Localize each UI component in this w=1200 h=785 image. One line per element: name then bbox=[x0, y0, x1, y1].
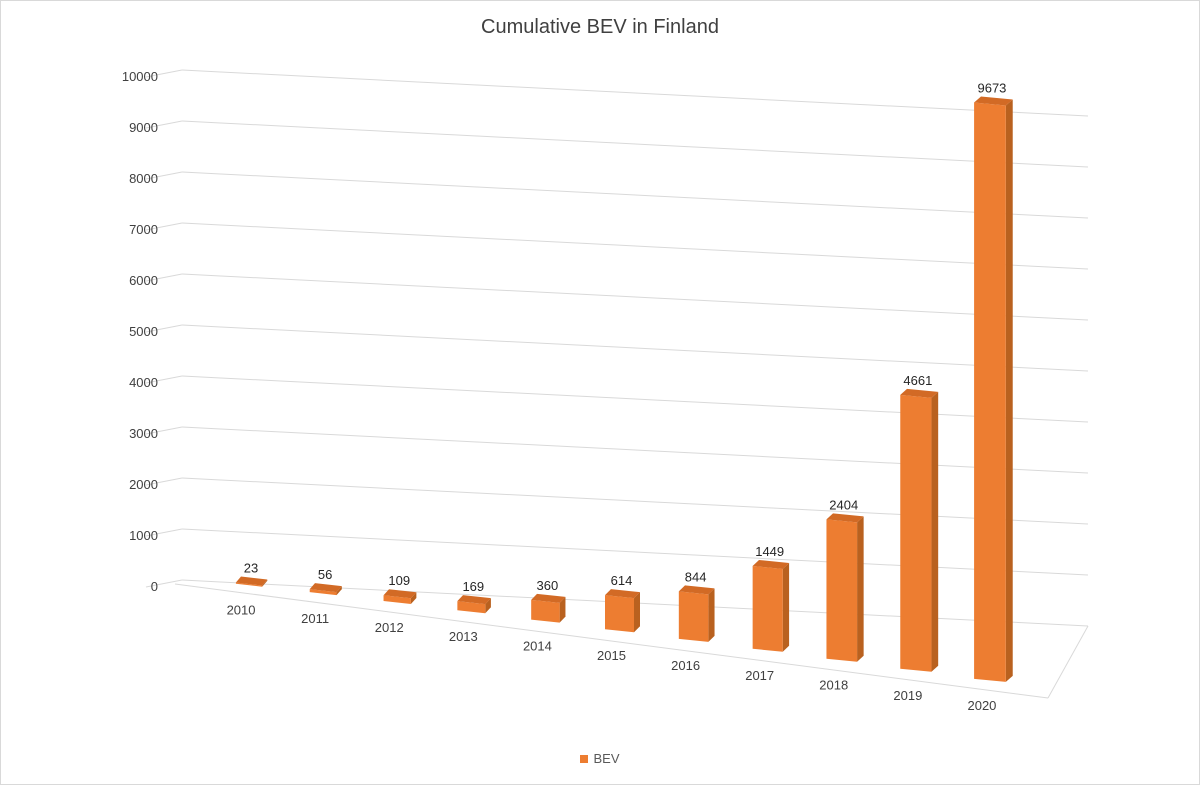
gridline-stub bbox=[145, 528, 183, 537]
bars bbox=[235, 96, 1013, 682]
data-labels: 23 56 109 169 360 614 844 1449 2404 4661 9673 bbox=[244, 80, 1007, 594]
legend-label: BEV bbox=[593, 751, 620, 766]
gridline bbox=[181, 324, 1089, 372]
x-tick-label: 2020 bbox=[967, 698, 996, 713]
legend: BEV bbox=[0, 751, 1200, 766]
gridline-stub bbox=[145, 120, 183, 129]
bar-top bbox=[531, 593, 566, 603]
bar-side bbox=[1005, 99, 1013, 682]
y-tick-label: 7000 bbox=[129, 222, 158, 237]
y-tick-label: 1000 bbox=[129, 528, 158, 543]
bar-top bbox=[752, 559, 790, 569]
bar bbox=[383, 595, 411, 604]
y-tick-label: 3000 bbox=[129, 426, 158, 441]
bar-side bbox=[708, 588, 715, 642]
bar-top bbox=[235, 576, 268, 586]
bar bbox=[605, 595, 634, 633]
gridline-stub bbox=[145, 324, 183, 333]
floor-right-edge bbox=[1047, 625, 1089, 699]
data-label: 2404 bbox=[829, 497, 858, 512]
bar-top bbox=[974, 96, 1013, 106]
x-axis-categories: 2010 2011 2012 2013 2014 2015 2016 2017 2018 2019… bbox=[227, 603, 997, 713]
bar bbox=[531, 599, 560, 623]
bar bbox=[235, 582, 263, 587]
bar-top bbox=[900, 388, 939, 398]
y-tick-label: 9000 bbox=[129, 120, 158, 135]
bar-top bbox=[383, 589, 417, 599]
y-tick-label: 10000 bbox=[122, 69, 158, 84]
bar-side bbox=[410, 592, 417, 604]
x-tick-label: 2013 bbox=[449, 629, 478, 644]
bar-side bbox=[634, 592, 640, 633]
x-tick-label: 2010 bbox=[227, 603, 256, 618]
gridline bbox=[181, 120, 1089, 168]
x-tick-label: 2018 bbox=[819, 678, 848, 693]
bar bbox=[900, 394, 932, 672]
data-label: 844 bbox=[685, 569, 707, 584]
gridline-stub bbox=[145, 375, 183, 384]
y-tick-label: 0 bbox=[151, 579, 158, 594]
bar-side bbox=[336, 586, 342, 596]
bar bbox=[826, 519, 858, 662]
data-label: 109 bbox=[388, 573, 410, 588]
legend-swatch bbox=[580, 754, 589, 763]
data-label: 23 bbox=[244, 561, 258, 576]
y-tick-label: 5000 bbox=[129, 324, 158, 339]
x-tick-label: 2017 bbox=[745, 668, 774, 683]
bar-top bbox=[457, 595, 491, 605]
bar bbox=[752, 565, 783, 652]
y-tick-label: 6000 bbox=[129, 273, 158, 288]
gridline bbox=[181, 69, 1089, 117]
gridline-stub bbox=[145, 273, 183, 282]
bar-side bbox=[559, 596, 566, 623]
chart-title: Cumulative BEV in Finland bbox=[481, 16, 719, 38]
bar-side bbox=[931, 391, 939, 672]
gridline bbox=[181, 171, 1089, 219]
bar bbox=[457, 601, 486, 614]
data-label: 1449 bbox=[755, 544, 784, 559]
data-label: 614 bbox=[611, 573, 633, 588]
gridline-stub bbox=[145, 171, 183, 180]
bar-side bbox=[485, 598, 491, 614]
y-tick-label: 4000 bbox=[129, 375, 158, 390]
gridline-stub bbox=[145, 477, 183, 486]
bar-top bbox=[605, 589, 640, 599]
data-label: 4661 bbox=[903, 373, 932, 388]
data-label: 360 bbox=[537, 578, 559, 593]
floor-front-edge bbox=[174, 583, 1049, 699]
gridline bbox=[181, 426, 1089, 474]
x-tick-label: 2011 bbox=[301, 611, 329, 626]
data-label: 9673 bbox=[977, 80, 1006, 95]
bar bbox=[309, 589, 337, 596]
x-tick-label: 2012 bbox=[375, 620, 404, 635]
gridline-stub bbox=[145, 579, 183, 588]
x-tick-label: 2016 bbox=[671, 658, 700, 673]
bar bbox=[678, 591, 709, 642]
x-tick-label: 2014 bbox=[523, 639, 552, 654]
x-tick-label: 2019 bbox=[893, 688, 922, 703]
gridline bbox=[181, 222, 1089, 270]
bar-side bbox=[782, 562, 790, 652]
y-axis-ticks: 0 1000 2000 3000 4000 5000 6000 7000 8000 9000 100… bbox=[122, 69, 158, 594]
y-tick-label: 8000 bbox=[129, 171, 158, 186]
gridline bbox=[181, 477, 1089, 525]
bar-side bbox=[262, 579, 268, 587]
gridline-stub bbox=[145, 222, 183, 231]
bar-top bbox=[309, 583, 342, 593]
bar-top bbox=[826, 513, 864, 523]
bar-top bbox=[678, 585, 715, 595]
gridline bbox=[181, 273, 1089, 321]
gridline-stub bbox=[145, 426, 183, 435]
gridline bbox=[181, 375, 1089, 423]
x-tick-label: 2015 bbox=[597, 648, 626, 663]
bar-side bbox=[857, 516, 864, 662]
data-label: 169 bbox=[462, 579, 484, 594]
y-tick-label: 2000 bbox=[129, 477, 158, 492]
data-label: 56 bbox=[318, 567, 332, 582]
bar bbox=[974, 102, 1006, 682]
gridline-stub bbox=[145, 69, 183, 78]
